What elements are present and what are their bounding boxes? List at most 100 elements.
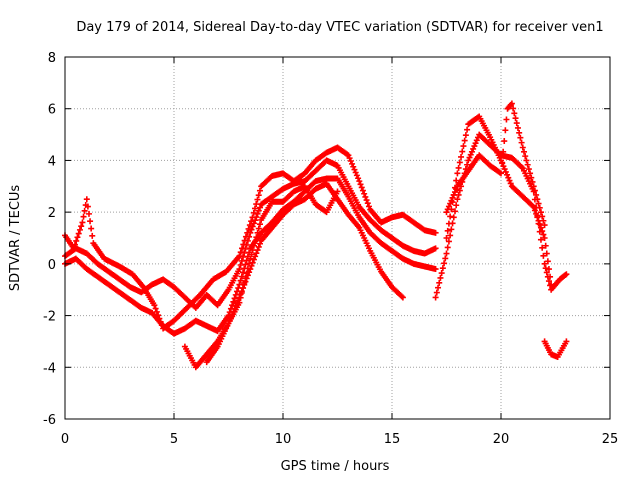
- data-point: [531, 207, 538, 214]
- data-point: [458, 153, 465, 160]
- data-point: [533, 191, 540, 198]
- data-point: [244, 265, 251, 272]
- data-point: [516, 129, 523, 136]
- y-tick-label: 0: [48, 258, 56, 273]
- data-point: [229, 302, 236, 309]
- y-tick-label: -4: [43, 361, 56, 376]
- axis-ticks: 0 5 10 15 20 25 -6 -4 -2 0 2 4 6 8: [43, 51, 618, 447]
- data-point: [250, 209, 257, 216]
- data-point: [521, 148, 528, 155]
- data-point: [531, 187, 538, 194]
- data-series: [62, 157, 439, 311]
- data-point: [364, 200, 371, 207]
- data-point: [365, 203, 372, 210]
- data-point: [433, 289, 440, 296]
- data-point: [534, 196, 541, 203]
- data-point: [525, 166, 532, 173]
- data-point: [255, 207, 262, 214]
- data-point: [78, 223, 85, 230]
- data-point: [153, 308, 160, 315]
- data-point: [359, 187, 366, 194]
- data-point: [237, 277, 244, 284]
- data-point: [450, 214, 457, 221]
- data-point: [88, 225, 95, 232]
- data-point: [231, 295, 238, 302]
- data-point: [501, 138, 508, 145]
- data-point: [432, 266, 439, 273]
- data-point: [254, 229, 261, 236]
- data-point: [510, 105, 517, 112]
- data-point: [255, 243, 262, 250]
- data-point: [444, 244, 451, 251]
- data-point: [438, 270, 445, 277]
- x-tick-label: 25: [602, 432, 619, 447]
- y-tick-label: -2: [43, 310, 56, 325]
- data-point: [537, 236, 544, 243]
- data-point: [537, 209, 544, 216]
- data-point: [253, 234, 260, 241]
- data-point: [502, 127, 509, 134]
- data-point: [248, 226, 255, 233]
- data-point: [444, 227, 451, 234]
- data-point: [75, 230, 82, 237]
- data-point: [453, 202, 460, 209]
- data-point: [540, 217, 547, 224]
- data-point: [455, 164, 462, 171]
- data-point: [563, 271, 570, 278]
- data-point: [236, 253, 243, 260]
- data-point: [249, 247, 256, 254]
- data-point: [547, 273, 554, 280]
- data-point: [499, 159, 506, 166]
- data-point: [244, 237, 251, 244]
- data-point: [508, 100, 515, 107]
- data-point: [256, 204, 263, 211]
- data-point: [83, 196, 90, 203]
- data-point: [240, 269, 247, 276]
- data-point: [85, 210, 92, 217]
- data-point: [250, 220, 257, 227]
- data-point: [243, 241, 250, 248]
- data-point: [251, 205, 258, 212]
- data-point: [399, 294, 406, 301]
- data-point: [362, 193, 369, 200]
- data-point: [459, 148, 466, 155]
- data-point: [539, 228, 546, 235]
- data-point: [243, 270, 250, 277]
- data-point: [256, 187, 263, 194]
- data-point: [563, 338, 570, 345]
- data-point: [81, 207, 88, 214]
- data-point: [74, 234, 81, 241]
- data-point: [80, 213, 87, 220]
- data-point: [250, 256, 257, 263]
- data-point: [541, 235, 548, 241]
- data-series: [443, 100, 548, 229]
- data-point: [238, 289, 245, 296]
- data-point: [253, 250, 260, 257]
- data-point: [537, 224, 544, 231]
- data-point: [238, 273, 245, 280]
- data-point: [79, 219, 86, 226]
- data-point: [236, 299, 243, 306]
- data-point: [252, 253, 259, 260]
- data-point: [511, 110, 518, 117]
- data-point: [443, 250, 450, 257]
- data-point: [334, 188, 341, 195]
- data-point: [432, 229, 439, 236]
- data-point: [540, 252, 547, 259]
- data-point: [447, 213, 454, 220]
- y-axis-label: SDTVAR / TECUs: [8, 185, 23, 292]
- data-point: [533, 210, 540, 217]
- data-point: [451, 208, 458, 215]
- data-point: [435, 284, 442, 291]
- data-point: [237, 294, 244, 301]
- data-point: [250, 242, 257, 249]
- data-point: [539, 244, 546, 251]
- data-point: [447, 232, 454, 239]
- data-point: [456, 187, 463, 194]
- data-point: [87, 218, 94, 225]
- y-tick-label: 4: [48, 154, 56, 169]
- data-point: [530, 183, 537, 190]
- y-tick-label: 6: [48, 103, 56, 118]
- data-point: [456, 159, 463, 166]
